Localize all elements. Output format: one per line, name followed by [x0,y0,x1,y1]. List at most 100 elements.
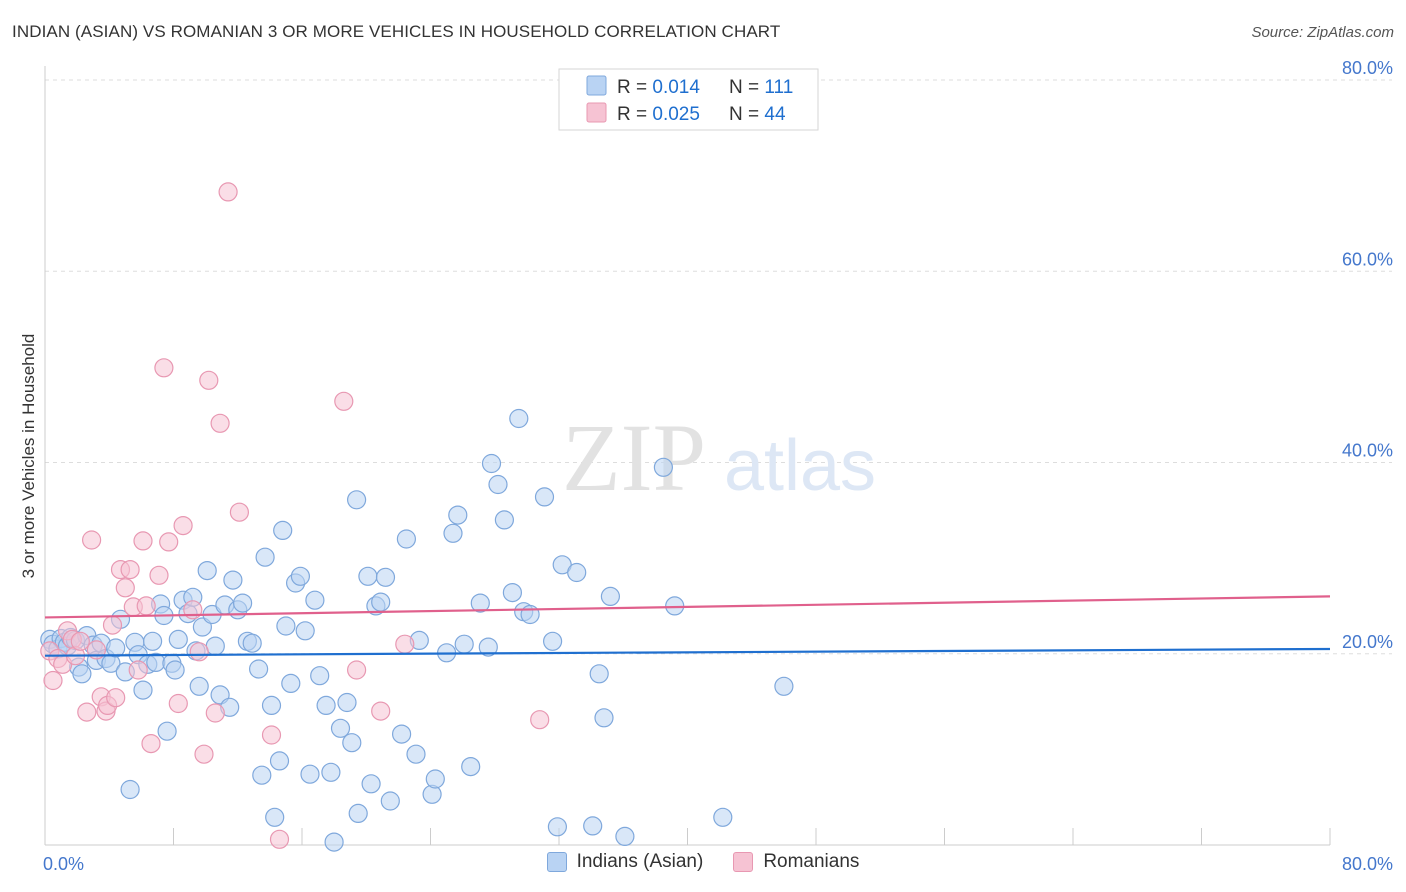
point-romanians-14 [102,615,123,635]
point-romanians-40 [347,660,367,680]
point-romanians-17 [115,578,135,598]
legend-swatch-indians [546,852,567,872]
point-romanians-27 [168,693,188,714]
point-indians-70 [347,490,367,510]
point-romanians-38 [269,829,290,849]
point-indians-79 [396,529,416,549]
series-romanians-points [40,182,550,849]
point-indians-56 [276,616,296,636]
point-romanians-21 [133,531,153,551]
point-indians-9 [72,664,92,684]
point-romanians-1 [43,670,63,691]
point-romanians-39 [334,391,354,411]
x-tick-label-0: 0.0% [43,854,84,874]
point-indians-22 [133,680,153,700]
point-indians-62 [305,590,325,610]
point-indians-71 [348,803,368,824]
point-indians-59 [290,566,310,586]
point-romanians-28 [173,515,193,536]
point-indians-97 [520,604,540,625]
point-indians-40 [205,636,225,656]
point-romanians-30 [189,642,209,662]
watermark-atlas: atlas [724,426,876,506]
point-indians-85 [443,523,463,543]
point-indians-48 [242,633,262,653]
svg-text:R = 0.025: R = 0.025 [617,104,700,125]
point-indians-110 [713,807,733,827]
legend-r-value-1: 0.014 [652,77,700,98]
point-indians-61 [300,764,320,784]
point-romanians-43 [395,634,415,654]
chart-title: INDIAN (ASIAN) VS ROMANIAN 3 OR MORE VEH… [12,22,781,41]
grid-lines [45,79,1392,655]
point-romanians-36 [229,502,249,522]
point-romanians-31 [194,744,214,764]
point-indians-53 [265,807,285,827]
point-romanians-23 [141,733,161,754]
watermark-zip: ZIP [562,404,706,511]
legend-n-value-1: 111 [764,77,793,98]
point-indians-78 [392,724,412,744]
legend-top: R = 0.014 N = 111 R = 0.025 N = 44 [558,68,819,131]
point-indians-16 [106,638,126,658]
point-romanians-18 [120,559,140,580]
point-indians-30 [165,660,185,680]
legend-r-label-2: R = [617,104,652,125]
point-indians-46 [233,593,253,613]
point-indians-99 [542,631,563,651]
svg-text:N = 44: N = 44 [729,104,786,125]
y-tick-label-2: 60.0% [1342,249,1393,269]
point-romanians-32 [199,370,219,390]
trend-lines [44,595,1331,657]
point-indians-89 [470,593,490,613]
legend-swatch-blue [586,75,607,96]
point-indians-50 [252,765,272,785]
point-indians-100 [547,817,568,837]
point-indians-73 [361,774,381,794]
point-indians-86 [448,505,468,525]
point-indians-104 [589,664,609,684]
point-indians-67 [330,718,351,738]
trend-line-romanians [44,595,1331,619]
point-indians-57 [281,673,301,694]
y-tick-label-0: 20.0% [1342,632,1393,652]
point-indians-44 [223,570,243,590]
point-romanians-37 [261,725,282,745]
legend-bottom: Indians (Asian) Romanians [0,851,1406,873]
point-indians-95 [509,408,529,429]
point-indians-98 [534,487,555,507]
point-indians-31 [168,629,188,650]
point-indians-64 [316,695,336,716]
point-romanians-24 [149,565,169,585]
point-indians-76 [375,567,396,587]
point-indians-66 [324,832,344,852]
point-indians-103 [583,816,603,836]
point-indians-65 [321,762,341,782]
point-romanians-15 [106,688,126,708]
point-indians-111 [774,676,794,696]
legend-label-romanians: Romanians [763,851,860,872]
point-indians-51 [255,547,275,567]
point-indians-92 [488,474,508,495]
point-indians-49 [249,659,269,679]
point-indians-77 [380,791,400,811]
point-indians-55 [273,520,293,541]
point-romanians-25 [154,358,174,378]
point-indians-87 [454,634,474,654]
point-romanians-7 [70,631,90,651]
legend-r-value-2: 0.025 [652,104,700,125]
point-indians-90 [478,637,498,657]
point-indians-68 [337,692,357,713]
point-indians-75 [371,592,391,612]
tick-labels: 20.0% 40.0% 60.0% 80.0% 0.0% 80.0% [43,58,1393,874]
y-tick-label-1: 40.0% [1342,441,1393,461]
legend-swatch-romanians [733,852,754,872]
point-romanians-8 [77,702,97,722]
point-indians-94 [502,582,523,603]
svg-text:R = 0.014: R = 0.014 [617,77,700,98]
y-axis-label: 3 or more Vehicles in Household [19,334,38,579]
legend-r-label-1: R = [617,77,652,98]
point-indians-36 [189,676,209,696]
point-indians-83 [425,769,445,789]
